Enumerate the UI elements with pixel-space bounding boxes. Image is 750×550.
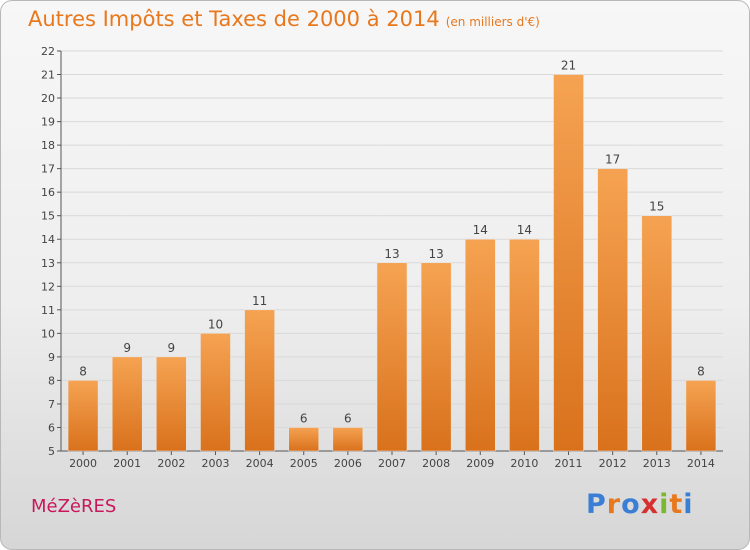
y-tick-label: 5 (48, 445, 55, 458)
x-tick-label: 2004 (246, 457, 274, 470)
x-tick-label: 2013 (643, 457, 671, 470)
bar (420, 262, 452, 452)
bar (597, 168, 628, 452)
x-tick-label: 2010 (510, 457, 538, 470)
bar-value-label: 14 (517, 223, 532, 237)
x-tick-label: 2000 (69, 457, 97, 470)
y-tick-label: 18 (41, 139, 55, 152)
x-tick-label: 2008 (422, 457, 450, 470)
bar-value-label: 13 (428, 247, 443, 261)
chart-subtitle: (en milliers d'€) (445, 15, 540, 29)
y-tick-label: 12 (41, 280, 55, 293)
y-tick-label: 13 (41, 257, 55, 270)
x-tick-label: 2011 (555, 457, 583, 470)
logo-letter: P (586, 489, 607, 520)
y-tick-label: 21 (41, 69, 55, 82)
logo-letter: x (640, 489, 660, 520)
logo-letter: i (683, 489, 694, 520)
x-tick-label: 2007 (378, 457, 406, 470)
y-tick-label: 6 (48, 421, 55, 434)
y-tick-label: 19 (41, 116, 55, 129)
bar (200, 333, 231, 452)
bar-value-label: 9 (123, 341, 131, 355)
x-tick-label: 2014 (687, 457, 715, 470)
y-tick-label: 7 (48, 398, 55, 411)
y-tick-label: 8 (48, 374, 55, 387)
bar (244, 309, 275, 452)
bar-value-label: 15 (649, 200, 664, 214)
bar (156, 356, 187, 452)
x-tick-label: 2012 (599, 457, 627, 470)
y-tick-label: 14 (41, 233, 55, 246)
x-tick-label: 2003 (201, 457, 229, 470)
bar-value-label: 6 (300, 411, 308, 425)
bar-value-label: 9 (168, 341, 176, 355)
bar-value-label: 10 (208, 317, 223, 331)
labels: 8 9 9 10 11 6 6 13 13 14 14 21 17 15 8 (79, 59, 705, 426)
bar (685, 380, 717, 452)
y-tick-label: 17 (41, 163, 55, 176)
bar (509, 238, 540, 452)
x-tick-label: 2006 (334, 457, 362, 470)
bar (376, 262, 408, 452)
chart-title: Autres Impôts et Taxes de 2000 à 2014 (en… (28, 7, 540, 31)
bar (332, 427, 364, 452)
bars (67, 74, 717, 452)
y-tick-label: 9 (48, 351, 55, 364)
chart-title-text: Autres Impôts et Taxes de 2000 à 2014 (28, 7, 440, 31)
y-tick-label: 10 (41, 327, 55, 340)
bar (67, 380, 99, 452)
bar-value-label: 14 (473, 223, 488, 237)
y-tick-label: 16 (41, 186, 55, 199)
bar-value-label: 17 (605, 153, 620, 167)
bar (111, 356, 143, 452)
bar (465, 238, 496, 452)
logo-letter: t (669, 489, 684, 520)
y-tick-label: 11 (41, 304, 55, 317)
proxiti-logo[interactable]: Proxiti (586, 489, 694, 520)
logo-letter: i (659, 489, 670, 520)
bar-value-label: 8 (697, 364, 705, 378)
y-tick-label: 15 (41, 210, 55, 223)
x-tick-label: 2002 (157, 457, 185, 470)
bar-value-label: 21 (561, 59, 576, 73)
bar-value-label: 11 (252, 294, 267, 308)
y-tick-label: 20 (41, 92, 55, 105)
bar-value-label: 6 (344, 411, 352, 425)
x-tick-label: 2009 (466, 457, 494, 470)
logo-letter: r (606, 489, 622, 520)
logo-letter: o (621, 489, 641, 520)
bar-value-label: 13 (384, 247, 399, 261)
y-tick-label: 22 (41, 45, 55, 58)
town-name: MéZèRES (31, 496, 117, 517)
x-tick-label: 2005 (290, 457, 318, 470)
bar-value-label: 8 (79, 364, 87, 378)
bar (641, 215, 673, 452)
axes: 5 6 7 8 9 10 11 12 13 14 15 16 17 18 19 20 21 22 2000 2001 2… (41, 45, 723, 470)
bar (288, 427, 319, 452)
x-tick-label: 2001 (113, 457, 141, 470)
bar (553, 74, 584, 452)
